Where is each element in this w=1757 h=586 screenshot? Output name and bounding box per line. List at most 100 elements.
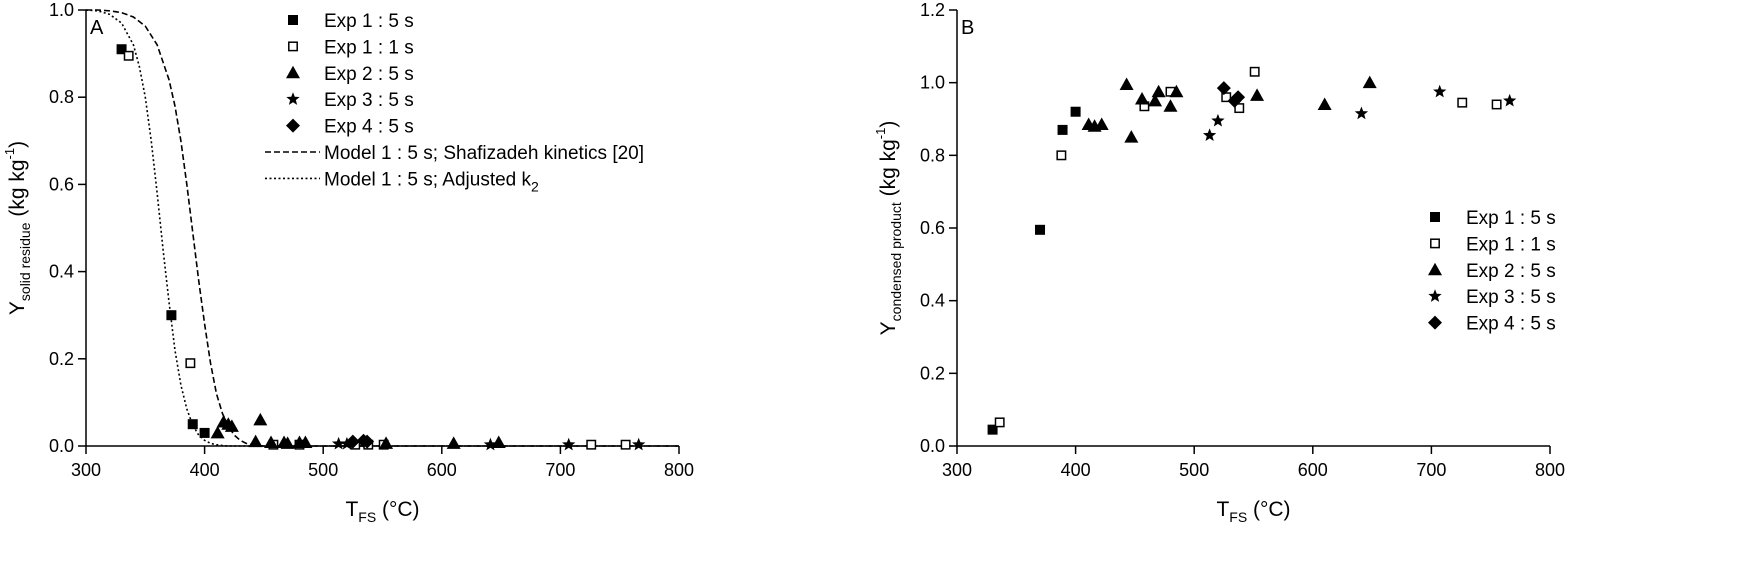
legend-label: Exp 3 : 5 s bbox=[324, 90, 414, 111]
y-tick-label: 0.0 bbox=[920, 436, 945, 456]
panel-label: A bbox=[90, 17, 104, 39]
data-point bbox=[1250, 88, 1265, 101]
y-tick-label: 0.6 bbox=[920, 218, 945, 238]
data-point bbox=[620, 439, 631, 450]
data-point bbox=[166, 310, 177, 321]
data-point bbox=[994, 417, 1005, 428]
x-tick-label: 500 bbox=[308, 460, 338, 480]
chart-panel-b: 300 400 500 600 700 800 0.0 0.2 0.4 0.6 0.8 1.0 1.2 B… bbox=[873, 0, 1565, 525]
y-tick-label: 0.8 bbox=[920, 145, 945, 165]
y-tick-label: 1.0 bbox=[920, 73, 945, 93]
legend-marker bbox=[1430, 238, 1440, 249]
data-point bbox=[1216, 81, 1231, 96]
data-point bbox=[1151, 84, 1166, 98]
legend: Exp 1 : 5 s Exp 1 : 1 s Exp 2 : 5 s Exp 3 :… bbox=[1428, 208, 1556, 335]
data-point bbox=[331, 436, 346, 450]
legend-marker bbox=[1428, 315, 1442, 330]
legend-marker bbox=[286, 118, 300, 133]
y-tick-label: 0.4 bbox=[920, 291, 945, 311]
data-point bbox=[562, 437, 576, 451]
legend-marker bbox=[1428, 262, 1442, 276]
data-point bbox=[123, 50, 134, 61]
data-point bbox=[1202, 128, 1217, 142]
legend-label: Model 1 : 5 s; Adjusted k2 bbox=[324, 169, 539, 194]
data-point bbox=[116, 44, 127, 55]
legend-item: Exp 3 : 5 s bbox=[1428, 287, 1556, 308]
legend-label: Exp 2 : 5 s bbox=[324, 64, 414, 85]
data-point bbox=[586, 439, 597, 450]
legend-label: Exp 1 : 1 s bbox=[324, 37, 414, 58]
data-point bbox=[1433, 84, 1447, 98]
y-tick-label: 1.0 bbox=[49, 0, 74, 20]
data-point bbox=[1169, 84, 1184, 98]
legend-item: Exp 2 : 5 s bbox=[1428, 261, 1556, 282]
data-point bbox=[632, 437, 646, 451]
data-point bbox=[1094, 117, 1109, 130]
data-point bbox=[1503, 93, 1517, 107]
legend-label: Model 1 : 5 s; Shafizadeh kinetics [20] bbox=[324, 143, 644, 164]
data-point bbox=[280, 436, 295, 449]
data-point bbox=[379, 436, 394, 449]
data-point bbox=[987, 424, 998, 435]
data-point bbox=[1362, 75, 1377, 89]
legend-marker bbox=[286, 92, 300, 105]
data-point bbox=[1070, 106, 1081, 117]
y-tick-label: 1.2 bbox=[920, 0, 945, 20]
x-tick-label: 700 bbox=[1416, 460, 1446, 480]
data-point bbox=[210, 425, 225, 439]
data-point bbox=[1317, 97, 1332, 110]
x-axis-title: TFS (°C) bbox=[1216, 498, 1290, 525]
x-tick-label: 700 bbox=[545, 460, 575, 480]
y-tick-label: 0.4 bbox=[49, 262, 74, 282]
x-tick-label: 800 bbox=[1535, 460, 1565, 480]
legend-marker bbox=[286, 65, 300, 79]
data-point bbox=[345, 434, 360, 449]
legend-marker bbox=[288, 15, 298, 25]
data-point bbox=[1457, 97, 1468, 108]
data-point bbox=[1231, 90, 1246, 105]
legend-item: Exp 1 : 1 s bbox=[1430, 234, 1556, 255]
legend-marker bbox=[1428, 289, 1442, 302]
data-point bbox=[1119, 77, 1134, 90]
legend-item: Model 1 : 5 s; Shafizadeh kinetics [20] bbox=[265, 143, 644, 164]
data-point bbox=[248, 434, 263, 448]
data-point bbox=[199, 427, 210, 438]
data-point bbox=[360, 434, 375, 449]
data-point bbox=[1135, 92, 1150, 105]
x-tick-label: 300 bbox=[71, 460, 101, 480]
x-axis-title: TFS (°C) bbox=[345, 498, 419, 525]
legend-marker bbox=[288, 41, 298, 52]
data-point bbox=[1234, 103, 1245, 114]
data-point bbox=[483, 437, 498, 451]
data-point bbox=[253, 412, 268, 426]
data-point bbox=[1056, 150, 1067, 161]
legend-item: Exp 2 : 5 s bbox=[286, 64, 414, 85]
data-point bbox=[264, 435, 279, 449]
panel-label: B bbox=[961, 17, 974, 39]
legend-marker bbox=[1430, 212, 1440, 222]
data-point bbox=[1057, 124, 1068, 135]
model-curve bbox=[85, 9, 679, 447]
legend-item: Exp 3 : 5 s bbox=[286, 90, 414, 111]
y-tick-label: 0.2 bbox=[920, 363, 945, 383]
legend-label: Exp 3 : 5 s bbox=[1466, 287, 1556, 308]
data-point bbox=[1148, 93, 1163, 107]
x-tick-label: 400 bbox=[190, 460, 220, 480]
data-point bbox=[446, 436, 461, 449]
legend-item: Exp 4 : 5 s bbox=[286, 117, 414, 138]
x-tick-label: 500 bbox=[1179, 460, 1209, 480]
data-point bbox=[1354, 106, 1369, 120]
y-tick-label: 0.0 bbox=[49, 436, 74, 456]
y-tick-label: 0.6 bbox=[49, 174, 74, 194]
data-point bbox=[491, 435, 506, 449]
x-tick-label: 600 bbox=[427, 460, 457, 480]
legend-label: Exp 4 : 5 s bbox=[1466, 314, 1556, 335]
legend-label: Exp 1 : 1 s bbox=[1466, 234, 1556, 255]
x-tick-label: 300 bbox=[942, 460, 972, 480]
legend: Exp 1 : 5 s Exp 1 : 1 s Exp 2 : 5 s Exp 3 :… bbox=[265, 11, 644, 194]
data-point bbox=[298, 435, 313, 449]
data-point bbox=[1221, 92, 1232, 103]
data-point bbox=[1163, 99, 1178, 112]
x-tick-label: 400 bbox=[1061, 460, 1091, 480]
